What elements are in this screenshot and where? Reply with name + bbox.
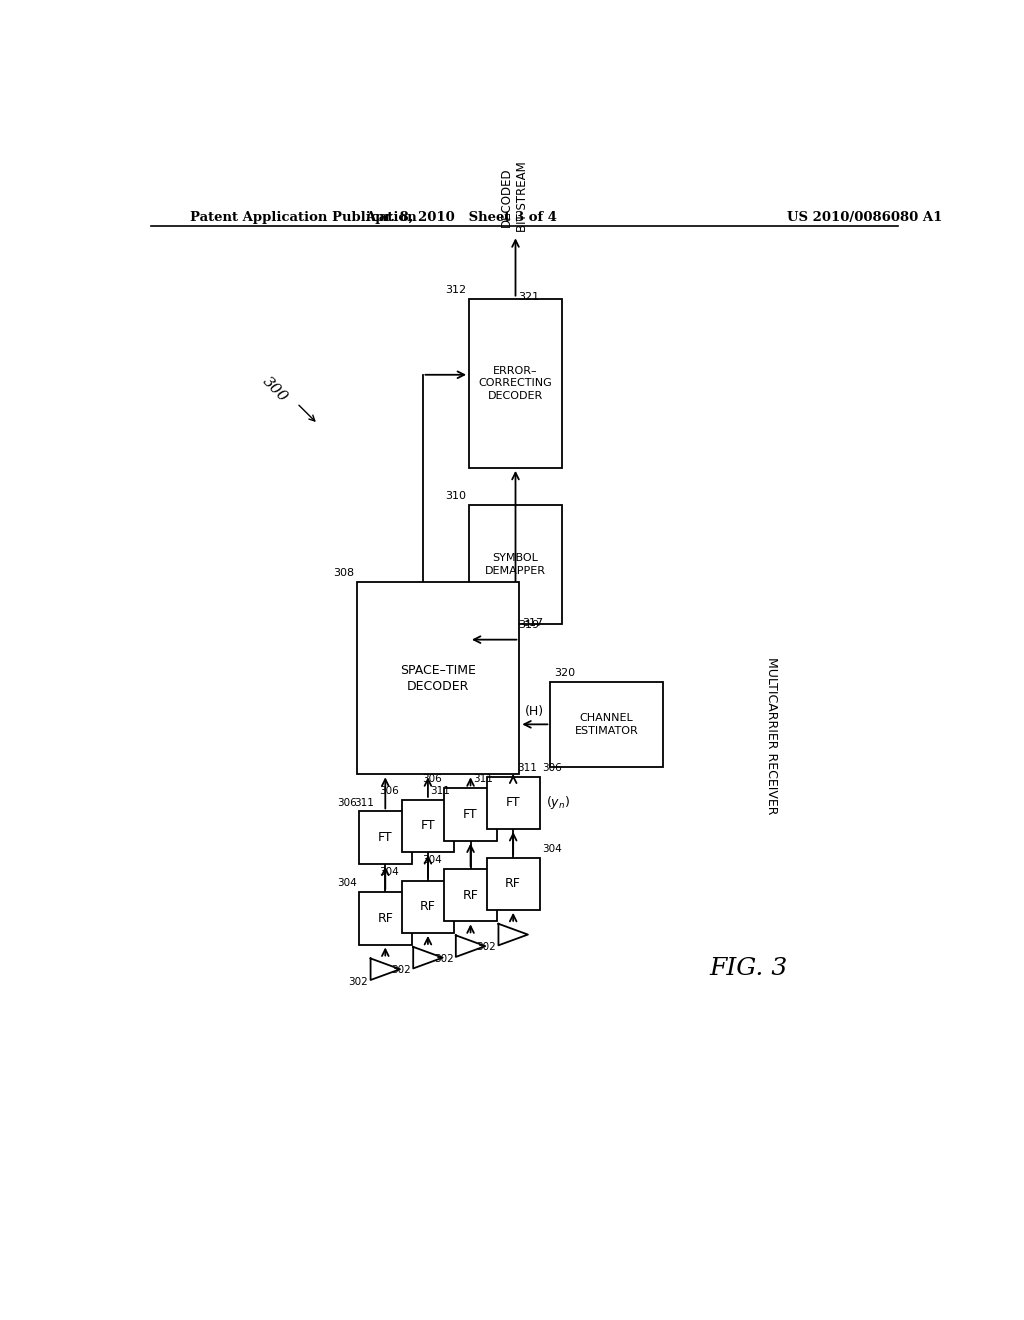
- Bar: [486, 858, 540, 909]
- Text: Apr. 8, 2010   Sheet 3 of 4: Apr. 8, 2010 Sheet 3 of 4: [366, 211, 557, 224]
- Text: 302: 302: [434, 953, 454, 964]
- Text: 302: 302: [348, 977, 369, 986]
- Text: 306: 306: [542, 763, 561, 774]
- Text: RF: RF: [505, 878, 521, 890]
- Text: 306: 306: [337, 797, 356, 808]
- Bar: [356, 582, 519, 775]
- Text: FT: FT: [463, 808, 478, 821]
- Text: 302: 302: [476, 942, 496, 952]
- Text: 311: 311: [517, 763, 537, 774]
- Text: 310: 310: [445, 491, 467, 502]
- Text: 302: 302: [391, 965, 411, 975]
- Text: FT: FT: [421, 820, 435, 833]
- Text: 306: 306: [422, 775, 442, 784]
- Text: MULTICARRIER RECEIVER: MULTICARRIER RECEIVER: [765, 657, 778, 814]
- Text: 300: 300: [260, 374, 291, 405]
- Bar: [469, 506, 562, 624]
- Text: US 2010/0086080 A1: US 2010/0086080 A1: [786, 211, 942, 224]
- Text: 304: 304: [337, 878, 356, 888]
- Bar: [401, 800, 455, 853]
- Text: 312: 312: [445, 285, 467, 294]
- Bar: [550, 682, 663, 767]
- Text: 304: 304: [380, 867, 399, 876]
- Text: SYMBOL
DEMAPPER: SYMBOL DEMAPPER: [485, 553, 546, 576]
- Bar: [444, 788, 497, 841]
- Bar: [401, 880, 455, 933]
- Text: 304: 304: [542, 843, 561, 854]
- Text: (H): (H): [525, 705, 545, 718]
- Text: RF: RF: [463, 888, 478, 902]
- Text: 321: 321: [518, 293, 540, 302]
- Text: Patent Application Publication: Patent Application Publication: [190, 211, 417, 224]
- Text: CHANNEL
ESTIMATOR: CHANNEL ESTIMATOR: [574, 713, 638, 735]
- Bar: [359, 892, 412, 945]
- Bar: [444, 869, 497, 921]
- Text: 304: 304: [422, 855, 442, 866]
- Text: ERROR–
CORRECTING
DECODER: ERROR– CORRECTING DECODER: [478, 366, 552, 401]
- Bar: [469, 298, 562, 469]
- Text: FT: FT: [506, 796, 520, 809]
- Text: 311: 311: [430, 785, 451, 796]
- Bar: [359, 812, 412, 863]
- Text: 308: 308: [333, 568, 354, 578]
- Text: 319: 319: [518, 620, 540, 631]
- Text: SPACE–TIME
DECODER: SPACE–TIME DECODER: [400, 664, 476, 693]
- Text: 306: 306: [380, 785, 399, 796]
- Text: FT: FT: [378, 832, 392, 843]
- Bar: [486, 776, 540, 829]
- Text: RF: RF: [420, 900, 436, 913]
- Text: 311: 311: [354, 797, 374, 808]
- Text: $(y_n)$: $(y_n)$: [546, 795, 569, 812]
- Text: DECODED
BIT STREAM: DECODED BIT STREAM: [501, 161, 529, 232]
- Text: 311: 311: [473, 775, 493, 784]
- Text: 320: 320: [554, 668, 575, 678]
- Text: 317: 317: [522, 618, 544, 628]
- Text: FIG. 3: FIG. 3: [710, 957, 787, 979]
- Text: RF: RF: [378, 912, 393, 925]
